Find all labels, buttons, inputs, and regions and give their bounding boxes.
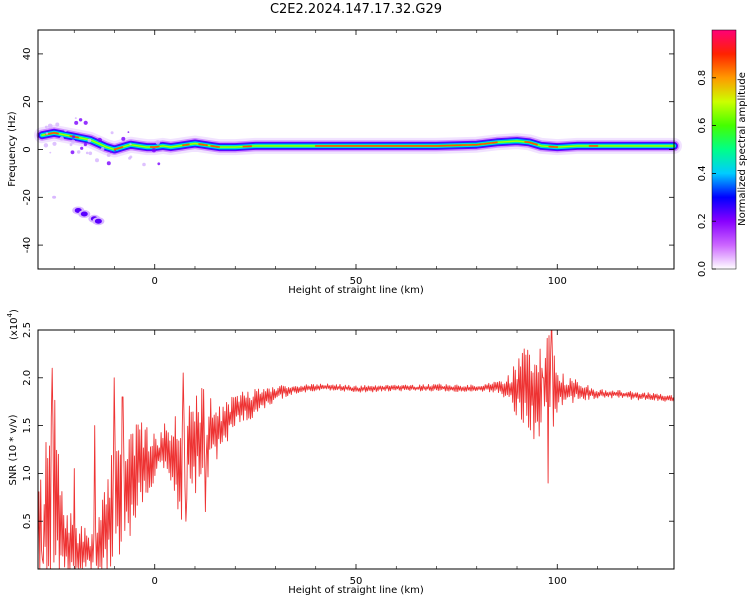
snr-scale-note: (x104) — [6, 309, 20, 340]
snr-x-axis-label: Height of straight line (km) — [288, 585, 424, 596]
y-tick-label: 2.5 — [22, 322, 33, 338]
spectral-speckle — [70, 150, 75, 155]
spectrogram-panel: 0 50 100 -40 -20 0 20 40 Height of straight li… — [7, 29, 682, 296]
snr-scale-prefix: (x10 — [9, 317, 20, 340]
snr-x-ticks: 0 50 100 — [73, 330, 639, 587]
spectral-speckle — [85, 151, 89, 155]
spectral-speckle — [155, 140, 161, 145]
spectral-speckle — [109, 150, 113, 153]
snr-series — [38, 330, 674, 569]
spectral-speckle — [142, 162, 146, 167]
spectral-speckle — [71, 139, 76, 144]
ridge-peak — [548, 145, 559, 148]
x-tick-label: 0 — [152, 276, 158, 287]
spectral-blob-halo — [52, 195, 57, 199]
y-tick-label: 1.5 — [22, 418, 33, 434]
spectral-speckle — [47, 123, 53, 129]
spectral-speckle — [100, 147, 105, 151]
spectral-speckle — [88, 151, 93, 156]
ridge-peak — [45, 131, 59, 136]
spectrogram-y-axis-label: Frequency (Hz) — [7, 111, 18, 187]
figure-title: C2E2.2024.147.17.32.G29 — [270, 2, 442, 17]
ridge-peak — [524, 141, 538, 146]
snr-scale-close: ) — [9, 309, 20, 313]
ridge-peak — [149, 145, 160, 148]
x-tick-label: 100 — [548, 276, 567, 287]
ridge-peak — [210, 145, 220, 148]
spectral-speckle — [72, 135, 76, 139]
spectral-speckle — [52, 141, 57, 146]
spectral-blob-core — [94, 218, 102, 224]
spectral-speckle — [80, 146, 84, 150]
y-tick-label: -20 — [22, 189, 33, 205]
y-tick-label: -40 — [22, 237, 33, 253]
ridge-peak — [314, 141, 498, 147]
spectral-speckle — [129, 143, 132, 146]
snr-line — [38, 330, 674, 569]
spectral-speckle — [44, 125, 48, 129]
colorbar-tick-label: 0.4 — [697, 165, 708, 181]
spectral-speckle — [49, 151, 52, 154]
spectral-speckle — [127, 131, 130, 134]
colorbar-tick-label: 0.8 — [697, 70, 708, 86]
spectral-speckle — [129, 155, 133, 159]
spectral-speckle — [78, 118, 83, 122]
y-tick-label: 0.5 — [22, 513, 33, 529]
spectral-speckle — [97, 137, 103, 143]
colorbar-tick-label: 0.0 — [697, 261, 708, 277]
spectral-speckle — [74, 117, 77, 120]
spectral-ridge — [34, 117, 682, 167]
spectral-speckle — [55, 122, 60, 127]
spectral-speckle — [95, 158, 99, 163]
spectral-speckle — [87, 138, 92, 143]
spectral-speckle — [106, 153, 111, 158]
y-tick-label: 2.0 — [22, 370, 33, 386]
spectral-speckle — [74, 120, 79, 125]
colorbar-tick-label: 0.6 — [697, 118, 708, 134]
y-tick-label: 40 — [22, 48, 33, 61]
spectral-speckle — [83, 120, 88, 125]
spectral-speckle — [45, 132, 49, 135]
ridge-peak — [182, 143, 190, 147]
spectral-speckle — [114, 150, 117, 152]
x-tick-label: 50 — [350, 576, 363, 587]
y-tick-label: 20 — [22, 95, 33, 108]
colorbar-ticks: 0.0 0.2 0.4 0.6 0.8 — [697, 70, 716, 277]
ridge-peak — [198, 143, 208, 147]
spectrogram-x-ticks: 0 50 100 — [73, 30, 639, 287]
spectral-speckle — [43, 143, 49, 148]
snr-y-ticks: 0.5 1.0 1.5 2.0 2.5 — [22, 322, 674, 529]
snr-y-axis-label: SNR (10 * v/v) — [8, 414, 19, 485]
x-tick-label: 0 — [152, 576, 158, 587]
colorbar-label: Normalized spectral amplitude — [737, 72, 748, 226]
svg-text:(x104): (x104) — [6, 309, 20, 340]
spectral-speckle — [151, 148, 157, 153]
x-tick-label: 100 — [548, 576, 567, 587]
spectral-blob-core — [80, 211, 88, 217]
colorbar-gradient — [711, 29, 737, 270]
x-tick-label: 50 — [350, 276, 363, 287]
colorbar-tick-label: 0.2 — [697, 213, 708, 229]
snr-scale-exponent: 4 — [6, 312, 14, 317]
colorbar: 0.0 0.2 0.4 0.6 0.8 Normalized spectral ampl… — [697, 29, 748, 277]
spectral-speckle — [106, 161, 111, 166]
spectral-speckle — [157, 162, 161, 166]
spectrogram-y-ticks: -40 -20 0 20 40 — [22, 48, 674, 253]
spectral-speckle — [59, 136, 64, 141]
spectral-speckle — [83, 142, 87, 147]
snr-panel: 0 50 100 0.5 1.0 1.5 2.0 2.5 Height of straigh… — [6, 309, 675, 596]
spectral-blobs — [52, 195, 105, 226]
spectrogram-x-axis-label: Height of straight line (km) — [288, 285, 424, 296]
spectral-speckle — [64, 129, 67, 132]
spectral-speckle — [110, 131, 114, 135]
y-tick-label: 1.0 — [22, 465, 33, 481]
spectral-speckle — [121, 136, 126, 141]
ridge-peak — [113, 146, 124, 151]
spectral-speckle — [69, 143, 73, 147]
y-tick-label: 0 — [22, 146, 33, 152]
spectral-speckle — [77, 150, 81, 154]
